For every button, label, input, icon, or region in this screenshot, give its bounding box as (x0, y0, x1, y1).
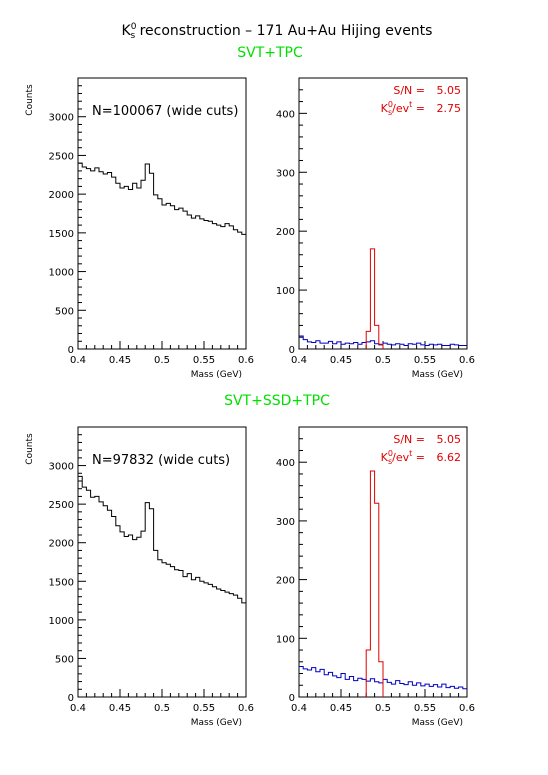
annotation-event-count: N=97832 (wide cuts) (92, 453, 230, 468)
plot-frame (298, 77, 468, 350)
series-signal (365, 248, 384, 349)
x-tick-label: 0.4 (291, 703, 307, 714)
y-tick-label: 200 (276, 227, 295, 238)
label-part: s (388, 457, 392, 466)
y-tick-label: 100 (276, 286, 295, 297)
y-tick-label: 2500 (49, 151, 74, 162)
x-axis-label: Mass (GeV) (191, 718, 242, 728)
y-tick-label: 300 (276, 517, 295, 528)
annotation-k0-per-event-value: 2.75 (437, 102, 462, 115)
x-tick-label: 0.45 (330, 703, 352, 714)
series-signal (365, 470, 384, 697)
x-tick-label: 0.45 (109, 703, 131, 714)
label-part: /ev (392, 102, 409, 115)
label-part: t (409, 100, 412, 109)
y-tick-label: 1000 (49, 616, 74, 627)
plot-frame (298, 426, 468, 698)
annotation-k0-per-event-value: 6.62 (437, 451, 462, 464)
x-tick-label: 0.5 (375, 355, 391, 366)
label-part: K (381, 451, 389, 464)
x-tick-label: 0.5 (154, 703, 170, 714)
y-tick-label: 2500 (49, 500, 74, 511)
label-part: = (412, 451, 425, 464)
label-part: s (388, 108, 392, 117)
x-tick-label: 0.55 (193, 703, 215, 714)
annotation-sn-value: 5.05 (437, 84, 462, 97)
section-label-top: SVT+TPC (237, 45, 303, 61)
label-part: 0 (388, 449, 393, 458)
label-part: /ev (392, 451, 409, 464)
x-axis-label: Mass (GeV) (191, 370, 242, 380)
y-tick-label: 1000 (49, 268, 74, 279)
chart-panel-bottom-left: 0.4 0.45 0.5 0.55 0.6 0 500 1000 1500 2000 2500 300… (25, 426, 254, 728)
x-tick-label: 0.45 (330, 355, 352, 366)
x-tick-label: 0.4 (70, 355, 86, 366)
chart-panel-top-right: 0.4 0.45 0.5 0.55 0.6 0 100 200 300 400 Mass (GeV)… (276, 77, 475, 380)
x-tick-label: 0.4 (291, 355, 307, 366)
section-label-bottom: SVT+SSD+TPC (224, 393, 330, 409)
x-tick-label: 0.55 (414, 355, 436, 366)
y-tick-label: 300 (276, 168, 295, 179)
series-histogram (78, 162, 246, 235)
x-tick-label: 0.4 (70, 703, 86, 714)
x-tick-label: 0.55 (414, 703, 436, 714)
y-tick-label: 100 (276, 634, 295, 645)
y-tick-label: 0 (68, 693, 74, 704)
y-axis-label: Counts (25, 84, 35, 116)
chart-panel-top-left: 0.4 0.45 0.5 0.55 0.6 0 500 1000 1500 2000 2500 300… (25, 77, 254, 380)
y-tick-label: 400 (276, 109, 295, 120)
y-tick-label: 1500 (49, 229, 74, 240)
x-tick-label: 0.5 (154, 355, 170, 366)
y-tick-label: 0 (289, 693, 295, 704)
page-title: K0 s reconstruction – 171 Au+Au Hijing ev… (122, 22, 433, 41)
label-part: t (409, 449, 412, 458)
x-tick-label: 0.6 (238, 355, 254, 366)
y-tick-label: 1500 (49, 577, 74, 588)
x-tick-label: 0.55 (193, 355, 215, 366)
chart-panel-bottom-right: 0.4 0.45 0.5 0.55 0.6 0 100 200 300 400 Mass (GeV)… (276, 426, 475, 728)
label-part: 0 (388, 100, 393, 109)
series-histogram (78, 475, 246, 604)
y-tick-label: 2000 (49, 190, 74, 201)
annotation-sn-label: S/N = (393, 84, 425, 97)
y-tick-label: 2000 (49, 539, 74, 550)
y-tick-label: 500 (55, 654, 74, 665)
x-tick-label: 0.45 (109, 355, 131, 366)
x-axis-label: Mass (GeV) (412, 718, 463, 728)
y-tick-label: 400 (276, 458, 295, 469)
x-tick-label: 0.6 (459, 355, 475, 366)
annotation-k0-per-event-label: K0 s/evt = (381, 100, 425, 117)
y-tick-label: 500 (55, 306, 74, 317)
annotation-sn-label: S/N = (393, 433, 425, 446)
y-tick-label: 0 (289, 345, 295, 356)
x-tick-label: 0.6 (238, 703, 254, 714)
label-part: = (412, 102, 425, 115)
x-axis-label: Mass (GeV) (412, 370, 463, 380)
y-tick-label: 0 (68, 345, 74, 356)
y-tick-label: 3000 (49, 113, 74, 124)
annotation-sn-value: 5.05 (437, 433, 462, 446)
label-part: K (381, 102, 389, 115)
annotation-event-count: N=100067 (wide cuts) (92, 104, 238, 119)
x-tick-label: 0.6 (459, 703, 475, 714)
x-tick-label: 0.5 (375, 703, 391, 714)
y-tick-label: 200 (276, 576, 295, 587)
annotation-k0-per-event-label: K0 s/evt = (381, 449, 425, 466)
y-tick-label: 3000 (49, 462, 74, 473)
y-axis-label: Counts (25, 433, 35, 465)
